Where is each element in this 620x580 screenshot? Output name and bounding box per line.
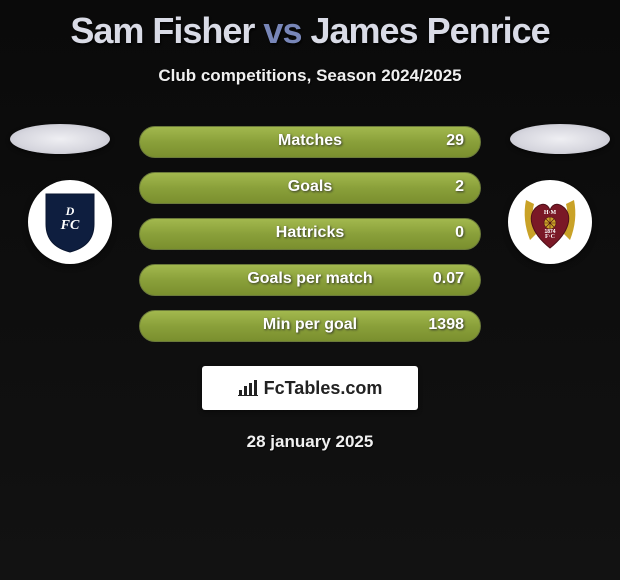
bar-chart-icon xyxy=(238,380,258,396)
stat-label: Goals per match xyxy=(247,270,372,288)
stat-value: 2 xyxy=(455,178,464,196)
date-text: 28 january 2025 xyxy=(0,432,620,452)
brand-text: FcTables.com xyxy=(264,378,383,399)
stat-row-goals-per-match: Goals per match 0.07 xyxy=(139,264,481,296)
page-title: Sam Fisher vs James Penrice xyxy=(0,0,620,52)
stat-row-matches: Matches 29 xyxy=(139,126,481,158)
stat-row-min-per-goal: Min per goal 1398 xyxy=(139,310,481,342)
subtitle-text: Club competitions, Season 2024/2025 xyxy=(0,66,620,86)
infographic-root: Sam Fisher vs James Penrice Club competi… xyxy=(0,0,620,580)
stat-value: 0.07 xyxy=(433,270,464,288)
player2-name: James Penrice xyxy=(310,10,549,51)
vs-word: vs xyxy=(263,10,301,51)
stat-value: 29 xyxy=(446,132,464,150)
stat-value: 0 xyxy=(455,224,464,242)
stat-row-goals: Goals 2 xyxy=(139,172,481,204)
stat-label: Matches xyxy=(278,132,342,150)
stat-value: 1398 xyxy=(428,316,464,334)
stats-area: Matches 29 Goals 2 Hattricks 0 Goals per… xyxy=(0,126,620,342)
player1-name: Sam Fisher xyxy=(70,10,254,51)
brand-box: FcTables.com xyxy=(202,366,418,410)
stat-label: Goals xyxy=(288,178,332,196)
stat-label: Hattricks xyxy=(276,224,344,242)
stat-label: Min per goal xyxy=(263,316,357,334)
stat-row-hattricks: Hattricks 0 xyxy=(139,218,481,250)
